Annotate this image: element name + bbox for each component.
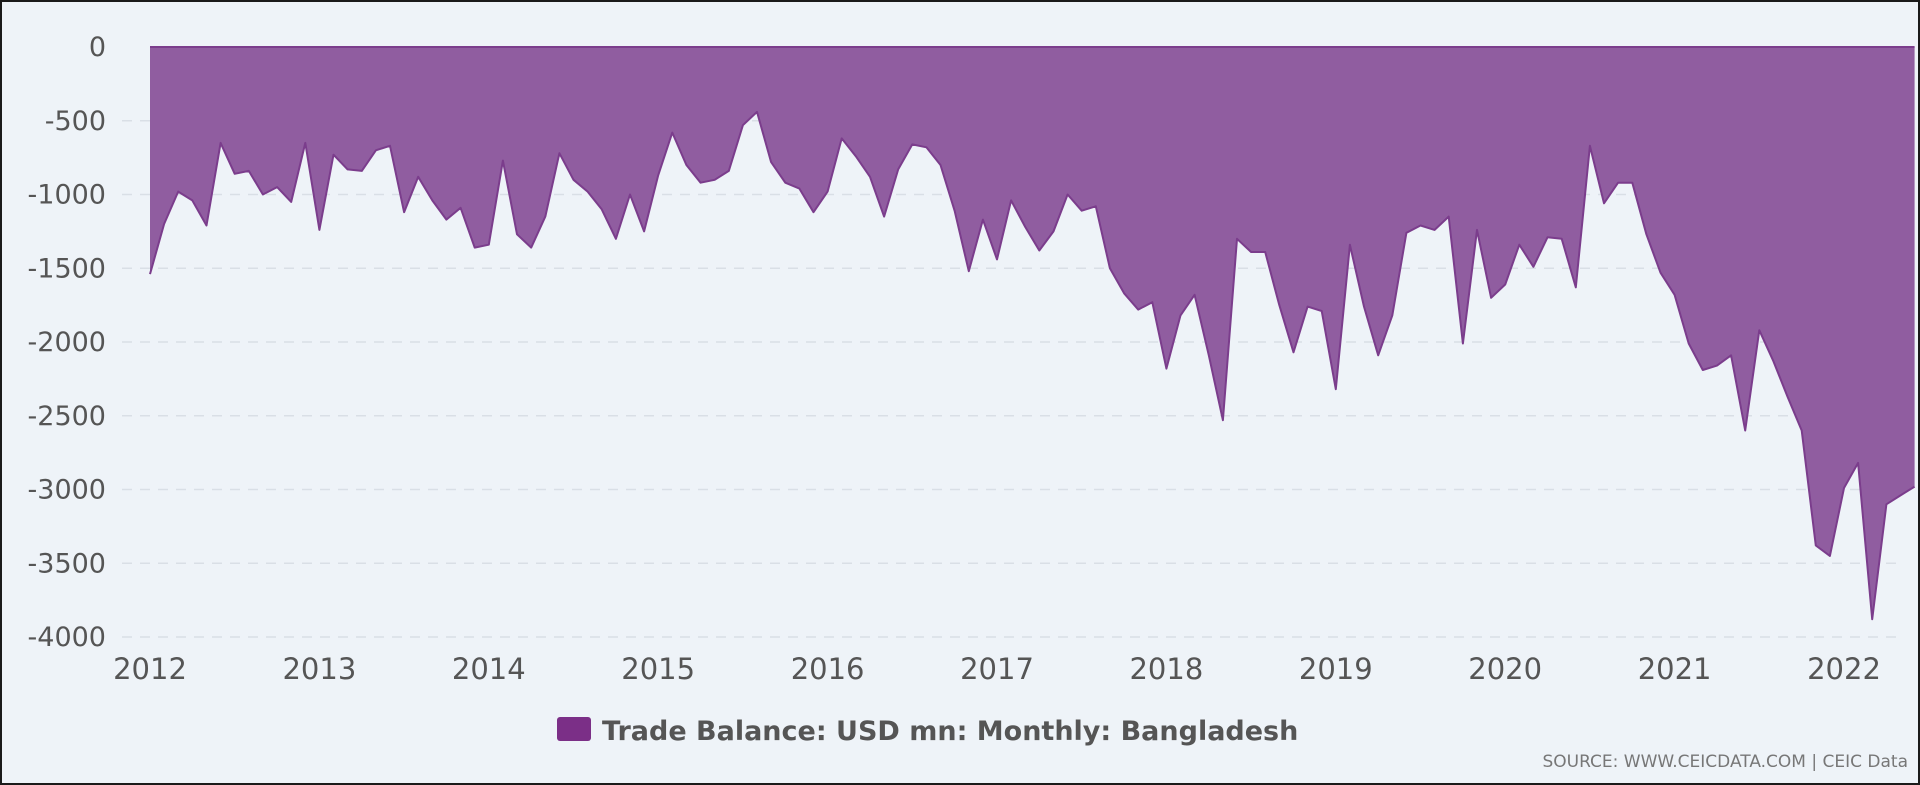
- x-tick-label: 2016: [791, 652, 865, 686]
- legend-swatch[interactable]: [557, 717, 591, 741]
- x-axis-ticks: 2012 2013 2014 2015 2016 2017 2018 2019 2020 2021…: [113, 652, 1881, 686]
- plot-area: [149, 46, 1916, 621]
- y-tick-label: -4000: [28, 622, 106, 653]
- legend[interactable]: Trade Balance: USD mn: Monthly: Banglade…: [557, 716, 1298, 747]
- x-tick-label: 2018: [1129, 652, 1203, 686]
- series-area[interactable]: [150, 47, 1915, 620]
- x-tick-label: 2021: [1638, 652, 1712, 686]
- x-tick-label: 2019: [1299, 652, 1373, 686]
- y-tick-label: -3500: [28, 548, 106, 579]
- y-tick-label: -2500: [28, 401, 106, 432]
- series-line: [149, 110, 1916, 621]
- x-tick-label: 2020: [1468, 652, 1542, 686]
- legend-label[interactable]: Trade Balance: USD mn: Monthly: Banglade…: [602, 716, 1298, 747]
- y-tick-label: -500: [45, 106, 106, 137]
- source-credit: SOURCE: WWW.CEICDATA.COM | CEIC Data: [1542, 752, 1908, 772]
- x-tick-label: 2017: [960, 652, 1034, 686]
- gridlines: [122, 120, 1902, 638]
- y-tick-label: -1500: [28, 253, 106, 284]
- x-tick-label: 2013: [282, 652, 356, 686]
- x-tick-label: 2015: [621, 652, 695, 686]
- y-tick-label: -3000: [28, 475, 106, 506]
- y-tick-label: 0: [89, 32, 106, 63]
- x-tick-label: 2012: [113, 652, 187, 686]
- y-tick-label: -2000: [28, 327, 106, 358]
- x-tick-label: 2014: [452, 652, 526, 686]
- y-tick-label: -1000: [28, 180, 106, 211]
- x-tick-label: 2022: [1807, 652, 1881, 686]
- y-axis-ticks: 0 -500 -1000 -1500 -2000 -2500 -3000 -3500 -4000: [28, 32, 106, 653]
